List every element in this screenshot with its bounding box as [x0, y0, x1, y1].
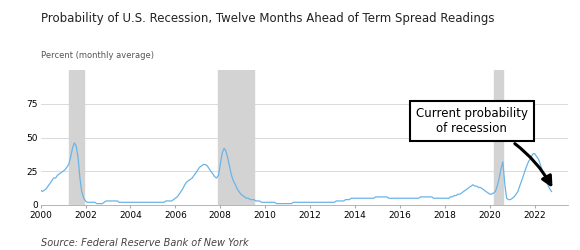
Bar — [494, 70, 503, 205]
Text: Probability of U.S. Recession, Twelve Months Ahead of Term Spread Readings: Probability of U.S. Recession, Twelve Mo… — [41, 12, 494, 25]
Text: Source: Federal Reserve Bank of New York: Source: Federal Reserve Bank of New York — [41, 238, 248, 248]
Text: Percent (monthly average): Percent (monthly average) — [41, 51, 154, 60]
Bar — [68, 70, 84, 205]
Bar — [219, 70, 254, 205]
Text: Current probability
of recession: Current probability of recession — [416, 107, 551, 185]
